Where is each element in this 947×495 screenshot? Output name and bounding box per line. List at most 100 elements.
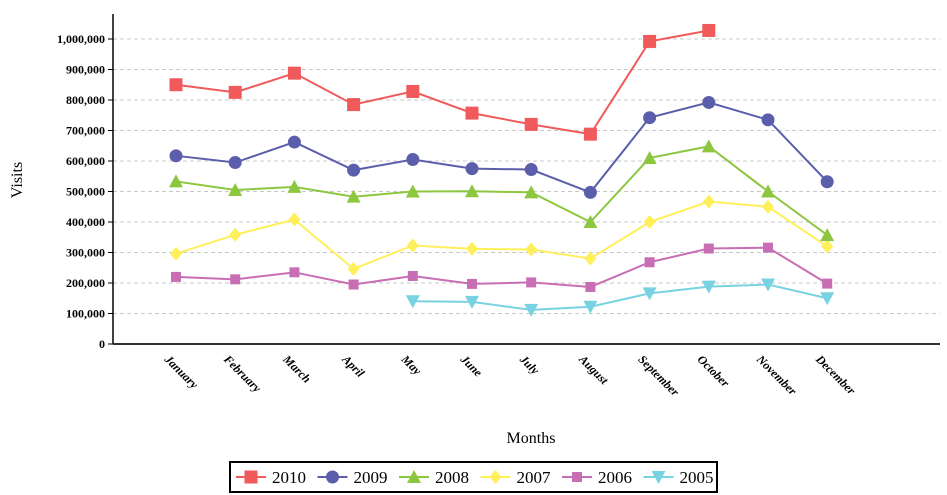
data-point [169, 149, 183, 163]
data-point [405, 295, 420, 309]
data-point [229, 227, 242, 242]
x-tick-label: July [516, 352, 542, 378]
data-point [701, 139, 716, 153]
data-point [406, 84, 420, 98]
data-point [642, 150, 657, 164]
data-point [526, 277, 537, 288]
series-line [175, 246, 828, 288]
series-2009 [169, 95, 834, 199]
data-point [761, 278, 775, 292]
data-point [465, 295, 479, 309]
data-point [702, 95, 716, 109]
data-point [230, 274, 241, 285]
series-2007 [170, 194, 834, 276]
data-point [465, 162, 479, 176]
data-point [643, 34, 657, 48]
data-point [170, 246, 182, 261]
data-point [524, 117, 538, 131]
data-point [406, 238, 419, 253]
series-2008 [169, 139, 835, 242]
x-tick-label: May [398, 352, 425, 379]
legend-label: 2010 [272, 468, 306, 487]
data-point [583, 300, 598, 314]
data-point [702, 194, 715, 209]
data-point [407, 270, 418, 281]
legend-item-2009: 2009 [317, 468, 388, 487]
data-point [326, 470, 339, 484]
x-axis-ticks: January February March April May June July Augu… [161, 352, 858, 400]
data-point [583, 127, 597, 141]
data-point [703, 243, 714, 254]
legend-label: 2006 [598, 468, 632, 487]
data-point [702, 23, 716, 37]
legend-item-2005: 2005 [643, 468, 714, 487]
legend-label: 2009 [354, 468, 388, 487]
data-point [465, 106, 479, 120]
y-tick-label: 300,000 [66, 246, 105, 260]
data-point [288, 212, 301, 227]
series-2010 [169, 23, 716, 141]
data-point [228, 182, 243, 196]
data-point [287, 135, 301, 149]
x-tick-label: April [339, 352, 368, 381]
data-point [642, 287, 657, 301]
data-point [583, 215, 598, 228]
legend-item-2010: 2010 [236, 468, 306, 487]
series-line [175, 145, 828, 236]
data-point [572, 472, 582, 482]
legend-item-2006: 2006 [562, 468, 632, 487]
data-point [287, 179, 302, 193]
series-2006 [171, 242, 833, 292]
data-point [466, 241, 478, 256]
legend-box [229, 461, 718, 493]
data-point [406, 152, 420, 166]
data-point [820, 292, 835, 306]
data-point [347, 98, 361, 112]
legend: 2010 2009 2008 2007 2006 2005 [229, 461, 718, 493]
data-point [524, 163, 538, 177]
data-point [643, 111, 657, 125]
y-tick-label: 500,000 [66, 185, 105, 199]
data-point [169, 78, 183, 92]
data-point [524, 185, 539, 199]
series-2005 [405, 278, 835, 317]
y-axis-label: Visits [9, 162, 26, 198]
data-point [348, 279, 359, 290]
y-tick-label: 0 [99, 337, 105, 351]
data-point [228, 156, 242, 170]
data-point [762, 199, 774, 214]
data-point [169, 174, 183, 188]
y-tick-label: 1,000,000 [57, 32, 105, 46]
data-point [465, 184, 479, 198]
data-point [171, 271, 181, 282]
data-point [651, 471, 666, 484]
data-point [467, 278, 477, 289]
data-point [821, 239, 834, 254]
x-tick-label: September [635, 352, 682, 399]
grid-lines [113, 38, 940, 314]
x-tick-label: October [695, 352, 733, 390]
series-line [175, 200, 828, 271]
y-tick-label: 700,000 [66, 124, 105, 138]
x-tick-label: November [753, 352, 800, 399]
data-point [583, 185, 597, 199]
data-point [289, 267, 300, 278]
legend-label: 2005 [680, 468, 714, 487]
data-point [347, 163, 361, 177]
data-point [228, 85, 242, 99]
data-point [244, 470, 258, 484]
data-point [347, 261, 360, 276]
y-tick-label: 600,000 [66, 154, 105, 168]
x-tick-label: December [812, 352, 858, 398]
series-line [175, 29, 709, 136]
x-axis-label: Months [507, 430, 556, 447]
series-group [169, 23, 835, 317]
data-point [822, 278, 833, 289]
data-point [820, 175, 834, 189]
data-point [701, 280, 716, 294]
data-point [407, 470, 421, 483]
data-point [346, 189, 361, 203]
x-tick-label: June [457, 352, 486, 381]
data-point [585, 281, 596, 292]
